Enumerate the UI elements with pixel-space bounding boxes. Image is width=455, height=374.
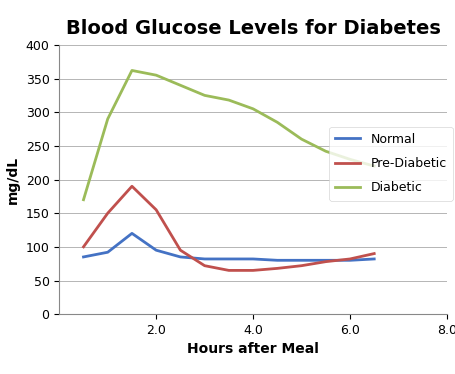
Diabetic (274, 120, 279, 125)
Normal (177, 255, 183, 259)
Legend: Normal, Pre-Diabetic, Diabetic: Normal, Pre-Diabetic, Diabetic (329, 126, 452, 200)
Title: Blood Glucose Levels for Diabetes: Blood Glucose Levels for Diabetes (66, 19, 440, 38)
Diabetic (105, 117, 110, 121)
Pre-Diabetic (105, 211, 110, 215)
Diabetic (298, 137, 303, 141)
Pre-Diabetic (274, 266, 279, 271)
Normal (129, 231, 134, 236)
Pre-Diabetic (81, 245, 86, 249)
Pre-Diabetic (322, 260, 328, 264)
Line: Pre-Diabetic: Pre-Diabetic (83, 186, 374, 270)
Pre-Diabetic (202, 263, 207, 268)
X-axis label: Hours after Meal: Hours after Meal (187, 343, 318, 356)
Line: Normal: Normal (83, 233, 374, 260)
Normal (298, 258, 303, 263)
Y-axis label: mg/dL: mg/dL (6, 156, 20, 203)
Diabetic (250, 107, 255, 111)
Diabetic (202, 93, 207, 98)
Pre-Diabetic (250, 268, 255, 273)
Diabetic (177, 83, 183, 88)
Diabetic (81, 197, 86, 202)
Pre-Diabetic (129, 184, 134, 188)
Diabetic (371, 164, 376, 168)
Diabetic (129, 68, 134, 73)
Pre-Diabetic (153, 208, 159, 212)
Pre-Diabetic (298, 263, 303, 268)
Normal (105, 250, 110, 254)
Normal (226, 257, 231, 261)
Normal (347, 258, 352, 263)
Line: Diabetic: Diabetic (83, 70, 374, 200)
Pre-Diabetic (371, 251, 376, 256)
Normal (202, 257, 207, 261)
Pre-Diabetic (177, 248, 183, 252)
Normal (274, 258, 279, 263)
Normal (371, 257, 376, 261)
Pre-Diabetic (347, 257, 352, 261)
Diabetic (322, 149, 328, 153)
Normal (250, 257, 255, 261)
Pre-Diabetic (226, 268, 231, 273)
Diabetic (153, 73, 159, 77)
Normal (153, 248, 159, 252)
Diabetic (226, 98, 231, 102)
Normal (322, 258, 328, 263)
Diabetic (347, 157, 352, 162)
Normal (81, 255, 86, 259)
